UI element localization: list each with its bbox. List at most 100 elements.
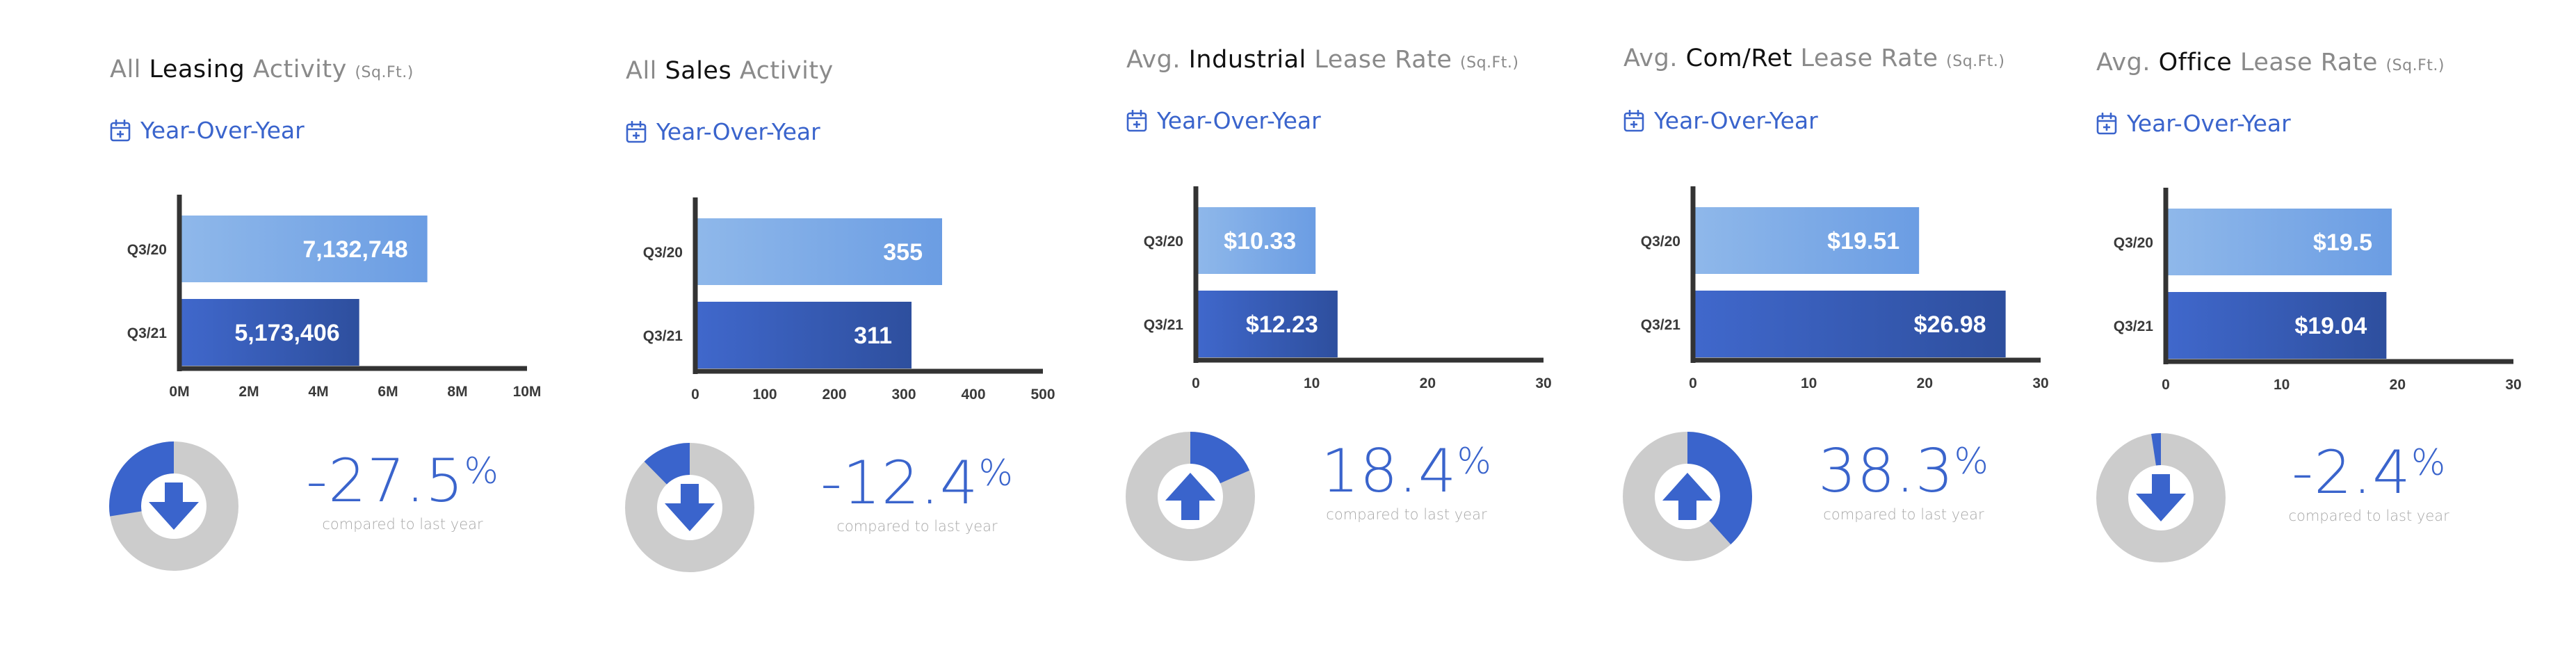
period-link[interactable]: Year-Over-Year <box>1126 107 1321 134</box>
arrow-up-icon <box>1662 473 1712 520</box>
period-link[interactable]: Year-Over-Year <box>626 118 820 145</box>
x-tick-label: 100 <box>752 387 777 403</box>
category-label: Q3/20 <box>1144 234 1183 250</box>
change-caption: compared to last year <box>1823 506 1984 523</box>
period-link[interactable]: Year-Over-Year <box>110 117 305 144</box>
x-tick-label: 0 <box>1689 375 1697 391</box>
x-tick-label: 400 <box>961 387 985 403</box>
x-tick-label: 20 <box>1420 375 1436 391</box>
calendar-plus-icon <box>2096 112 2117 135</box>
bar <box>695 218 942 285</box>
kpi-panel: Avg. Com/Ret Lease Rate (Sq.Ft.) Year-Ove… <box>1623 0 2110 657</box>
title-prefix: Avg. <box>1623 44 1678 72</box>
change-value: -27.5 <box>306 446 464 516</box>
kpi-panel: All Sales Activity Year-Over-Year Q3/20 35… <box>626 0 1112 657</box>
change-donut <box>109 441 238 571</box>
period-label: Year-Over-Year <box>1157 107 1321 134</box>
change-value: -2.4 <box>2292 438 2411 508</box>
x-tick-label: 500 <box>1030 387 1055 403</box>
title-keyword: Industrial <box>1188 46 1306 74</box>
change-value: 38.3 <box>1818 437 1954 506</box>
kpi-panel: Avg. Office Lease Rate (Sq.Ft.) Year-Over… <box>2096 0 2576 657</box>
change-percent: -12.4% <box>820 448 1014 518</box>
change-caption: compared to last year <box>2288 508 2449 524</box>
x-tick-label: 6M <box>378 384 398 400</box>
change-donut <box>1623 432 1752 561</box>
x-tick-label: 20 <box>2390 377 2406 393</box>
x-tick-label: 30 <box>2505 377 2521 393</box>
bar-value-label: $19.51 <box>1827 228 1899 254</box>
arrow-down-icon <box>2136 474 2186 521</box>
category-label: Q3/21 <box>127 325 168 341</box>
bar-value-label: $12.23 <box>1246 311 1318 338</box>
x-tick-label: 2M <box>238 384 259 400</box>
title-keyword: Leasing <box>149 56 245 83</box>
period-link[interactable]: Year-Over-Year <box>1623 107 1818 134</box>
x-tick-label: 8M <box>447 384 467 400</box>
bar <box>179 216 428 282</box>
category-label: Q3/21 <box>1641 317 1681 333</box>
title-suffix: Activity <box>739 57 834 85</box>
x-tick-label: 0 <box>691 387 699 403</box>
title-prefix: All <box>110 56 141 83</box>
category-label: Q3/21 <box>1144 317 1184 333</box>
x-tick-label: 30 <box>2032 375 2048 391</box>
donut-fill <box>625 443 754 572</box>
x-tick-label: 4M <box>308 384 328 400</box>
calendar-plus-icon <box>1623 109 1644 132</box>
change-unit: % <box>978 453 1014 494</box>
bar-value-label: 5,173,406 <box>234 320 339 346</box>
change-unit: % <box>2411 442 2447 484</box>
bar-value-label: $26.98 <box>1914 311 1986 338</box>
title-unit: (Sq.Ft.) <box>1946 53 2005 70</box>
donut-fill <box>2096 433 2226 562</box>
x-tick-label: 10 <box>2274 377 2290 393</box>
kpi-panel: Avg. Industrial Lease Rate (Sq.Ft.) Year-… <box>1126 0 1613 657</box>
change-donut <box>625 443 754 572</box>
change-unit: % <box>1954 441 1989 482</box>
category-label: Q3/20 <box>1641 234 1680 250</box>
title-unit: (Sq.Ft.) <box>2385 57 2445 74</box>
title-unit: (Sq.Ft.) <box>1460 54 1519 72</box>
change-percent: -27.5% <box>306 446 499 516</box>
title-keyword: Sales <box>665 57 732 85</box>
bar <box>179 299 359 366</box>
change-caption: compared to last year <box>1326 506 1487 523</box>
title-suffix: Activity <box>252 56 347 83</box>
panel-title: Avg. Com/Ret Lease Rate (Sq.Ft.) <box>1623 44 2005 72</box>
period-link[interactable]: Year-Over-Year <box>2096 110 2291 137</box>
bar <box>1693 207 1920 274</box>
period-label: Year-Over-Year <box>656 118 820 145</box>
bar <box>2166 292 2387 359</box>
bar-chart: Q3/20 355 Q3/21 311 0 100 200 300 400 500 <box>643 197 1055 403</box>
change-unit: % <box>464 451 499 492</box>
period-label: Year-Over-Year <box>1654 107 1818 134</box>
change-percent: 18.4% <box>1321 437 1492 506</box>
x-tick-label: 10M <box>513 384 542 400</box>
change-donut <box>2096 433 2226 562</box>
change-value: -12.4 <box>820 448 979 518</box>
arrow-down-icon <box>665 484 715 531</box>
arrow-up-icon <box>1165 473 1215 520</box>
bar-chart: Q3/20 $19.5 Q3/21 $19.04 0 10 20 30 <box>2114 188 2522 393</box>
title-suffix: Lease Rate <box>1314 46 1452 74</box>
title-unit: (Sq.Ft.) <box>355 64 414 81</box>
bar <box>1196 207 1316 274</box>
x-tick-label: 300 <box>891 387 916 403</box>
change-unit: % <box>1457 441 1492 482</box>
calendar-plus-icon <box>626 120 647 143</box>
x-tick-label: 10 <box>1801 375 1817 391</box>
bar-value-label: $19.5 <box>2313 229 2372 256</box>
bar <box>2166 209 2392 275</box>
change-value: 18.4 <box>1321 437 1457 506</box>
change-percent: -2.4% <box>2292 438 2446 508</box>
bar-value-label: $19.04 <box>2294 313 2367 339</box>
title-keyword: Office <box>2158 49 2233 76</box>
x-tick-label: 20 <box>1917 375 1933 391</box>
bar-value-label: 355 <box>883 239 923 266</box>
x-tick-label: 0 <box>2162 377 2170 393</box>
x-tick-label: 0M <box>169 384 189 400</box>
period-label: Year-Over-Year <box>140 117 305 144</box>
donut-fill <box>1623 432 1752 561</box>
title-prefix: Avg. <box>2096 49 2150 76</box>
